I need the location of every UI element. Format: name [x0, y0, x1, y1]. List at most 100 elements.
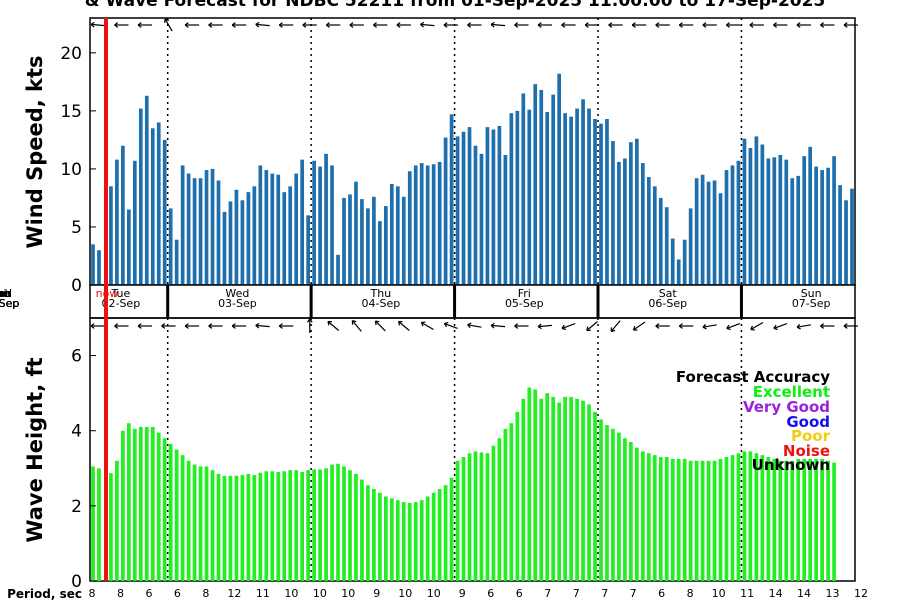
direction-arrow	[278, 22, 294, 28]
wind-bar	[180, 165, 185, 285]
wave-bar	[461, 457, 466, 581]
wave-bar	[258, 472, 263, 581]
period-value: 7	[601, 587, 608, 600]
wind-bar	[730, 165, 735, 285]
wind-bar	[772, 157, 777, 285]
period-value: 10	[398, 587, 412, 600]
wave-bar	[336, 463, 340, 581]
period-value: 6	[487, 587, 494, 600]
wave-bar	[718, 458, 723, 581]
direction-arrow	[231, 22, 247, 28]
wave-bars	[91, 387, 836, 581]
wave-bar	[808, 458, 813, 581]
wave-bar	[198, 466, 203, 581]
date-label: 02-Sep	[101, 297, 140, 310]
direction-arrow	[114, 323, 129, 329]
wind-bar	[431, 164, 436, 285]
wind-speed-panel: 0 5 10 15 20 Wind Speed, kts	[23, 17, 856, 296]
direction-arrow	[655, 22, 670, 28]
direction-arrow	[632, 321, 646, 331]
wave-bar	[121, 430, 125, 581]
wind-y-tick-label: 15	[60, 102, 82, 122]
wind-bar	[324, 153, 328, 285]
period-value: 6	[516, 587, 523, 600]
direction-arrow	[396, 22, 411, 28]
period-value: 14	[769, 587, 783, 600]
wave-bar	[575, 398, 579, 581]
wave-bar	[563, 396, 567, 581]
wind-bar	[479, 153, 484, 285]
wave-bar	[378, 492, 382, 581]
direction-arrow	[749, 22, 764, 28]
day-name-label: Thu	[0, 287, 10, 300]
wind-bar	[569, 116, 573, 285]
wave-bar	[736, 453, 741, 581]
direction-arrow	[490, 322, 506, 329]
wave-bar	[449, 477, 454, 581]
wind-bar	[802, 156, 807, 285]
wind-bar	[503, 154, 508, 285]
day-strip-frame	[89, 284, 856, 319]
wave-bar	[605, 425, 609, 581]
wave-bar	[712, 460, 717, 581]
wave-bar	[354, 473, 358, 581]
direction-arrow	[514, 323, 529, 329]
wave-bar	[539, 398, 544, 581]
wind-bar	[629, 142, 633, 285]
wind-bar	[109, 186, 113, 285]
wave-bar	[503, 428, 508, 581]
wave-bar	[479, 452, 484, 581]
date-label: 05-Sep	[505, 297, 544, 310]
wind-bar	[455, 136, 460, 285]
wave-bar	[186, 460, 191, 581]
wind-bar	[658, 197, 663, 285]
direction-arrow	[255, 322, 270, 329]
wind-bar	[778, 154, 783, 285]
wind-bar	[754, 136, 759, 285]
wave-bar	[342, 466, 346, 581]
wind-bar	[509, 113, 514, 285]
wave-bar	[318, 469, 322, 581]
direction-arrow	[678, 323, 694, 329]
wave-bar	[676, 458, 681, 581]
direction-arrow	[306, 318, 313, 333]
period-value: 6	[174, 587, 181, 600]
wave-bar	[437, 488, 442, 581]
wave-bar	[587, 404, 591, 581]
wave-bar	[180, 455, 185, 581]
wave-bar	[652, 455, 657, 581]
wave-bar	[772, 458, 777, 581]
wind-bar	[294, 173, 299, 285]
wave-bar	[664, 457, 669, 581]
wind-bar	[467, 127, 472, 286]
direction-arrow	[490, 21, 506, 28]
wind-bar	[623, 158, 627, 285]
period-value: 10	[284, 587, 298, 600]
wind-bar	[617, 161, 621, 285]
direction-arrow	[537, 323, 553, 330]
wave-y-tick-label: 0	[71, 572, 82, 592]
wave-bar	[455, 460, 460, 581]
day-name-label: Sat	[0, 287, 10, 300]
wind-bar	[521, 93, 526, 286]
wave-bar	[204, 466, 209, 581]
wind-bar	[312, 160, 316, 285]
wind-bar	[790, 178, 795, 285]
wind-bar	[413, 165, 418, 285]
wind-bar	[192, 178, 197, 285]
wind-bar	[724, 170, 729, 285]
date-label: 17-Sep	[0, 297, 19, 310]
period-value: 8	[89, 587, 96, 600]
wind-bar	[473, 145, 478, 285]
direction-arrow	[137, 22, 153, 28]
wind-bar	[389, 184, 394, 285]
direction-arrow	[537, 22, 553, 28]
wave-bar	[324, 468, 328, 581]
day-name-label: Tue	[110, 287, 130, 300]
wave-bar	[210, 470, 215, 581]
wind-bar	[121, 145, 125, 285]
wind-bar	[844, 200, 848, 285]
wind-bar	[581, 99, 585, 285]
wind-bar	[336, 254, 340, 285]
wind-bar	[461, 131, 466, 285]
